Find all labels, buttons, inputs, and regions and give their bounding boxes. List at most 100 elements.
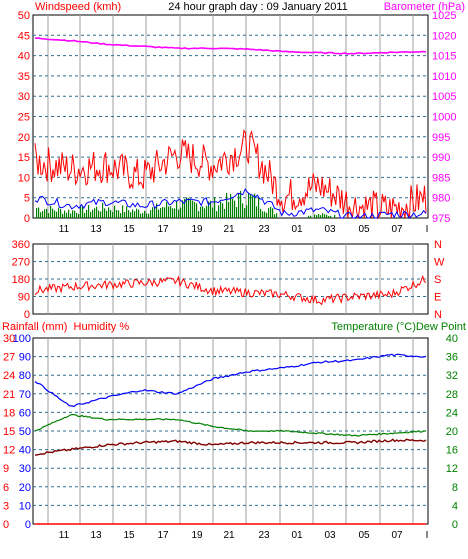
windspeed-tick-label: 20 (18, 132, 30, 144)
humidity-tick-label: 10 (19, 500, 31, 512)
temperature-line (34, 413, 427, 437)
wind-bar (260, 208, 262, 218)
wind-bar (102, 202, 104, 218)
wind-bar (240, 190, 242, 218)
wind-bar (110, 209, 112, 218)
barometer-tick-label: 1000 (432, 112, 456, 124)
windspeed-tick-label: 50 (18, 10, 30, 22)
wind-bar (256, 206, 258, 218)
wind-x-tick-label: 11 (59, 224, 70, 235)
wind-bar (238, 193, 240, 218)
wind-bar (160, 208, 162, 218)
wind-direction-line (34, 274, 427, 306)
wind-bar (62, 213, 64, 218)
climate-plot-area (32, 337, 429, 525)
windspeed-tick-label: 25 (18, 112, 30, 124)
wind-x-tick-label: 13 (90, 224, 102, 235)
wind-bar (142, 212, 144, 218)
wind-bar (218, 205, 220, 218)
wind-bar (244, 208, 246, 218)
wind-bar (258, 197, 260, 218)
rain-tick-label: 30 (3, 333, 15, 345)
wind-bar (104, 208, 106, 218)
wind-bar (172, 208, 174, 218)
temperature-tick-label: 36 (446, 352, 458, 364)
wind-bar (228, 202, 230, 218)
temperature-tick-label: 20 (446, 426, 458, 438)
humidity-tick-label: 80 (19, 370, 31, 382)
windspeed-tick-label: 40 (18, 51, 30, 63)
temperature-tick-label: 12 (446, 463, 458, 475)
wind-bar (86, 209, 88, 218)
wind-bar (252, 196, 254, 218)
barometer-tick-label: 1020 (432, 30, 456, 42)
wind-bar (120, 213, 122, 218)
wind-bar (80, 206, 82, 218)
wind-bar (48, 213, 50, 218)
wind-bar (214, 197, 216, 218)
wind-bar (246, 205, 248, 218)
wind-bar (74, 210, 76, 218)
wind-bar (324, 214, 326, 218)
wind-bar (250, 194, 252, 218)
barometer-tick-label: 985 (432, 172, 450, 184)
wind-bar (52, 208, 54, 218)
wind-bar (308, 215, 310, 218)
wind-bar (38, 207, 40, 218)
wind-bar (220, 201, 222, 218)
wind-bar (222, 203, 224, 218)
wind-bar (116, 210, 118, 218)
wind-bar (314, 214, 316, 218)
wind-bar (162, 207, 164, 218)
temperature-tick-label: 16 (446, 445, 458, 457)
wind-bar (40, 212, 42, 218)
wind-bar (206, 205, 208, 218)
barometer-tick-label: 995 (432, 132, 450, 144)
wind-bar (72, 210, 74, 218)
wind-bar (154, 207, 156, 218)
windspeed-tick-label: 10 (18, 172, 30, 184)
wind-x-tick-label: 05 (358, 224, 370, 235)
wind-bar (320, 215, 322, 218)
temperature-tick-label: 40 (446, 333, 458, 345)
wind-bar (82, 205, 84, 218)
wind-bar (60, 208, 62, 218)
wind-bar (190, 198, 192, 218)
wind-bar (174, 208, 176, 218)
windspeed-tick-label: 0 (24, 213, 30, 225)
wind-bar (200, 206, 202, 218)
wind-bar (50, 205, 52, 218)
wind-bar (42, 211, 44, 218)
wind-bar (92, 209, 94, 218)
climate-x-tick-label: 23 (258, 530, 270, 541)
wind-bar (76, 213, 78, 218)
wind-bar (58, 207, 60, 218)
wind-bar (182, 200, 184, 218)
compass-label: W (434, 257, 445, 269)
humidity-tick-label: 20 (19, 482, 31, 494)
rain-humidity-axis-title: Rainfall (mm) Humidity % (2, 321, 129, 333)
wind-bar (230, 194, 232, 218)
wind-bar (170, 206, 172, 218)
windspeed-tick-label: 15 (18, 152, 30, 164)
wind-bar (84, 213, 86, 218)
wind-bar (44, 209, 46, 218)
wind-bar (106, 210, 108, 218)
wind-bar (194, 202, 196, 218)
wind-bar (254, 193, 256, 218)
compass-label: E (434, 292, 441, 304)
direction-plot-area (32, 243, 429, 315)
wind-bar (264, 211, 266, 218)
wind-bar (118, 210, 120, 218)
compass-label: S (434, 274, 441, 286)
windspeed-tick-label: 45 (18, 30, 30, 42)
wind-bar (180, 207, 182, 218)
barometer-line (35, 37, 427, 55)
humidity-tick-label: 100 (13, 333, 31, 345)
wind-bar (178, 209, 180, 218)
wind-bar (168, 206, 170, 218)
rain-tick-label: 3 (3, 500, 9, 512)
wind-x-tick-label: I (426, 224, 429, 235)
temperature-tick-label: 4 (452, 500, 458, 512)
